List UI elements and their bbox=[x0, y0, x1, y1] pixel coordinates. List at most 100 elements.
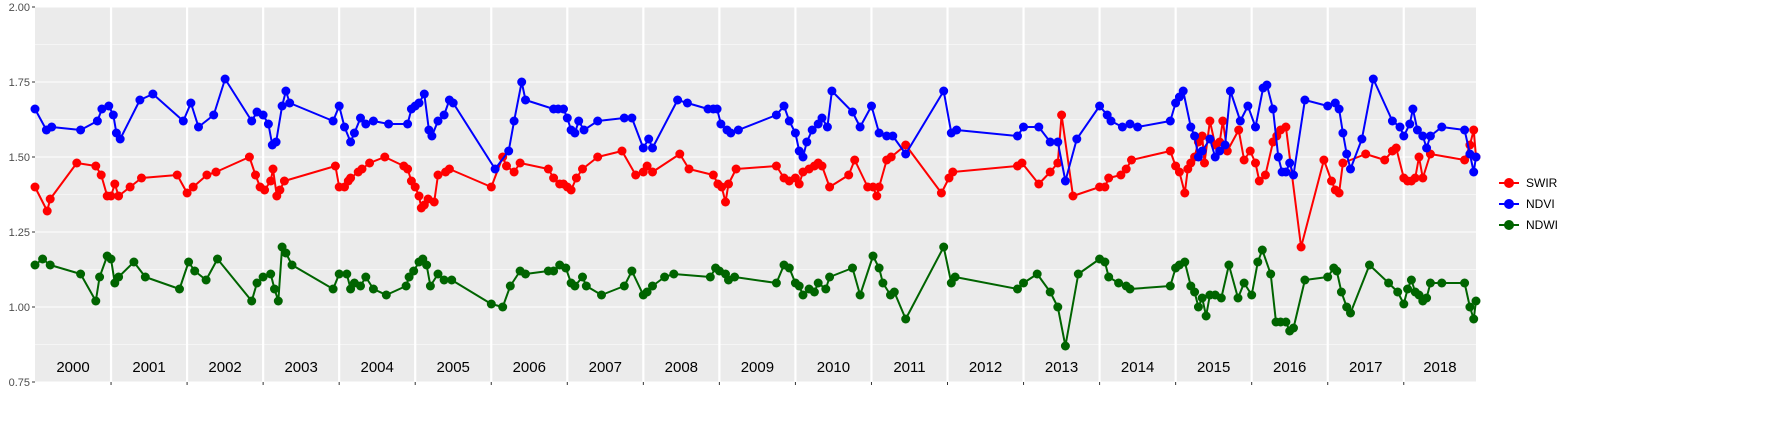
data-point bbox=[1013, 284, 1022, 294]
data-point bbox=[593, 152, 603, 162]
data-point bbox=[1357, 134, 1367, 144]
data-point bbox=[1368, 74, 1378, 84]
data-point bbox=[266, 176, 276, 186]
data-point bbox=[1422, 143, 1432, 153]
year-label: 2001 bbox=[132, 359, 165, 376]
data-point bbox=[1034, 179, 1044, 189]
legend-label: NDVI bbox=[1526, 197, 1555, 211]
legend-item-ndvi: NDVI bbox=[1499, 197, 1555, 211]
data-point bbox=[1403, 284, 1413, 294]
data-point bbox=[1133, 122, 1143, 132]
data-point bbox=[1239, 278, 1249, 288]
data-point bbox=[1253, 257, 1263, 267]
year-label: 2002 bbox=[208, 359, 241, 376]
data-point bbox=[1205, 134, 1215, 144]
data-point bbox=[798, 152, 808, 162]
legend-key-point bbox=[1504, 178, 1514, 188]
data-point bbox=[182, 188, 192, 198]
data-point bbox=[809, 287, 819, 297]
year-label: 2000 bbox=[56, 359, 89, 376]
year-label: 2006 bbox=[513, 359, 546, 376]
data-point bbox=[1100, 182, 1110, 192]
data-point bbox=[1391, 143, 1401, 153]
data-point bbox=[874, 128, 884, 138]
data-point bbox=[1053, 158, 1063, 168]
y-tick-label: 1.50 bbox=[9, 152, 30, 164]
data-point bbox=[1121, 164, 1131, 174]
data-point bbox=[855, 122, 865, 132]
data-point bbox=[1460, 278, 1470, 288]
data-point bbox=[258, 272, 268, 282]
data-point bbox=[334, 269, 344, 279]
data-point bbox=[517, 77, 527, 87]
data-point bbox=[270, 284, 279, 294]
data-point bbox=[868, 251, 878, 261]
data-point bbox=[1469, 167, 1479, 177]
data-point bbox=[684, 164, 694, 174]
data-point bbox=[92, 116, 102, 126]
data-point bbox=[850, 155, 860, 165]
data-point bbox=[619, 281, 629, 291]
data-point bbox=[1045, 137, 1055, 147]
data-point bbox=[104, 101, 114, 111]
data-point bbox=[648, 167, 657, 177]
data-point bbox=[38, 254, 48, 264]
data-point bbox=[30, 104, 40, 114]
data-point bbox=[1285, 158, 1295, 168]
data-point bbox=[1471, 296, 1481, 306]
data-point bbox=[1460, 155, 1470, 165]
y-tick-label: 1.25 bbox=[9, 227, 30, 239]
data-point bbox=[1342, 149, 1352, 159]
data-point bbox=[1190, 131, 1200, 141]
data-point bbox=[952, 125, 962, 135]
data-point bbox=[790, 128, 800, 138]
data-point bbox=[1013, 131, 1022, 141]
data-point bbox=[258, 110, 268, 120]
data-point bbox=[638, 143, 648, 153]
data-point bbox=[733, 125, 743, 135]
data-point bbox=[114, 272, 124, 282]
data-point bbox=[948, 167, 958, 177]
data-point bbox=[433, 170, 443, 180]
data-point bbox=[1266, 269, 1276, 279]
data-point bbox=[825, 182, 835, 192]
data-point bbox=[660, 272, 670, 282]
data-point bbox=[543, 164, 553, 174]
data-point bbox=[1405, 119, 1415, 129]
y-tick-label: 1.00 bbox=[9, 302, 30, 314]
data-point bbox=[1220, 140, 1230, 150]
data-point bbox=[178, 116, 188, 126]
data-point bbox=[1095, 101, 1105, 111]
data-point bbox=[1215, 146, 1225, 156]
data-point bbox=[817, 113, 827, 123]
data-point bbox=[1418, 131, 1428, 141]
data-point bbox=[784, 116, 794, 126]
data-point bbox=[427, 131, 437, 141]
data-point bbox=[1201, 311, 1211, 321]
data-point bbox=[1281, 317, 1291, 327]
data-point bbox=[827, 86, 837, 96]
data-point bbox=[190, 266, 200, 276]
data-point bbox=[950, 272, 960, 282]
data-point bbox=[566, 185, 576, 195]
series-ndwi bbox=[30, 242, 1481, 351]
year-label: 2010 bbox=[817, 359, 850, 376]
data-point bbox=[1393, 287, 1403, 297]
data-point bbox=[184, 257, 194, 267]
data-point bbox=[939, 86, 949, 96]
data-point bbox=[1296, 242, 1306, 252]
data-point bbox=[855, 290, 865, 300]
data-point bbox=[194, 122, 203, 132]
data-point bbox=[96, 170, 106, 180]
data-point bbox=[1060, 341, 1070, 351]
data-point bbox=[356, 113, 365, 123]
data-point bbox=[1319, 155, 1329, 165]
year-label: 2014 bbox=[1121, 359, 1154, 376]
data-point bbox=[1338, 158, 1348, 168]
data-point bbox=[901, 314, 911, 324]
data-point bbox=[619, 113, 629, 123]
data-point bbox=[1268, 104, 1278, 114]
data-point bbox=[384, 119, 394, 129]
axes: 0.75 1.00 1.25 1.50 1.75 2.00 2000 2001 2002 2003… bbox=[9, 2, 1476, 389]
